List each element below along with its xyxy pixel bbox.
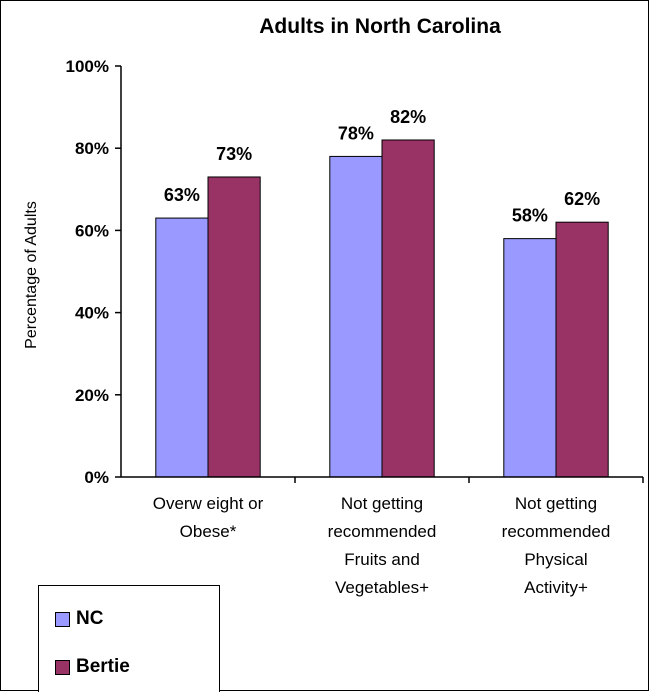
legend: NC Bertie	[38, 585, 220, 692]
bar-nc-2	[503, 238, 557, 478]
legend-swatch-bertie	[55, 659, 70, 675]
bar-nc-0	[155, 217, 209, 478]
chart-title: Adults in North Carolina	[259, 15, 501, 38]
data-labels: 63% 73% 78% 82% 58% 62%	[164, 107, 600, 226]
bar-bertie-2	[555, 221, 609, 478]
category-label-line: Activity+	[524, 578, 588, 597]
category-label-line: Not getting	[341, 494, 423, 513]
bar-bertie-1	[381, 139, 435, 478]
data-label: 73%	[216, 144, 252, 164]
category-label-line: recommended	[502, 522, 611, 541]
data-label: 62%	[564, 189, 600, 209]
category-label-line: recommended	[328, 522, 437, 541]
data-label: 82%	[390, 107, 426, 127]
category-label-line: Obese*	[180, 522, 237, 541]
y-tick-label: 60%	[75, 221, 109, 240]
legend-label-nc: NC	[76, 608, 104, 629]
category-label-line: Physical	[524, 550, 587, 569]
data-label: 78%	[338, 123, 374, 143]
y-tick-labels: 0% 20% 40% 60% 80% 100%	[66, 57, 109, 487]
legend-item-nc: NC	[55, 608, 103, 630]
y-tick-label: 0%	[84, 468, 109, 487]
legend-item-bertie: Bertie	[55, 656, 130, 678]
category-label-line: Vegetables+	[335, 578, 429, 597]
category-label-line: Not getting	[515, 494, 597, 513]
data-label: 63%	[164, 185, 200, 205]
y-tick-label: 80%	[75, 139, 109, 158]
category-labels: Overw eight or Obese* Not getting recommend…	[153, 494, 611, 597]
category-label-line: Fruits and	[344, 550, 420, 569]
legend-label-bertie: Bertie	[76, 656, 130, 677]
data-label: 58%	[512, 206, 548, 226]
bar-nc-1	[329, 155, 383, 478]
bars-group	[155, 139, 609, 478]
y-tick-label: 20%	[75, 386, 109, 405]
legend-swatch-nc	[55, 611, 70, 627]
axes-group	[115, 65, 644, 483]
bar-bertie-0	[207, 176, 261, 478]
y-tick-label: 40%	[75, 304, 109, 323]
y-axis-label: Percentage of Adults	[23, 201, 40, 349]
y-tick-label: 100%	[66, 57, 109, 76]
category-label-line: Overw eight or	[153, 494, 264, 513]
